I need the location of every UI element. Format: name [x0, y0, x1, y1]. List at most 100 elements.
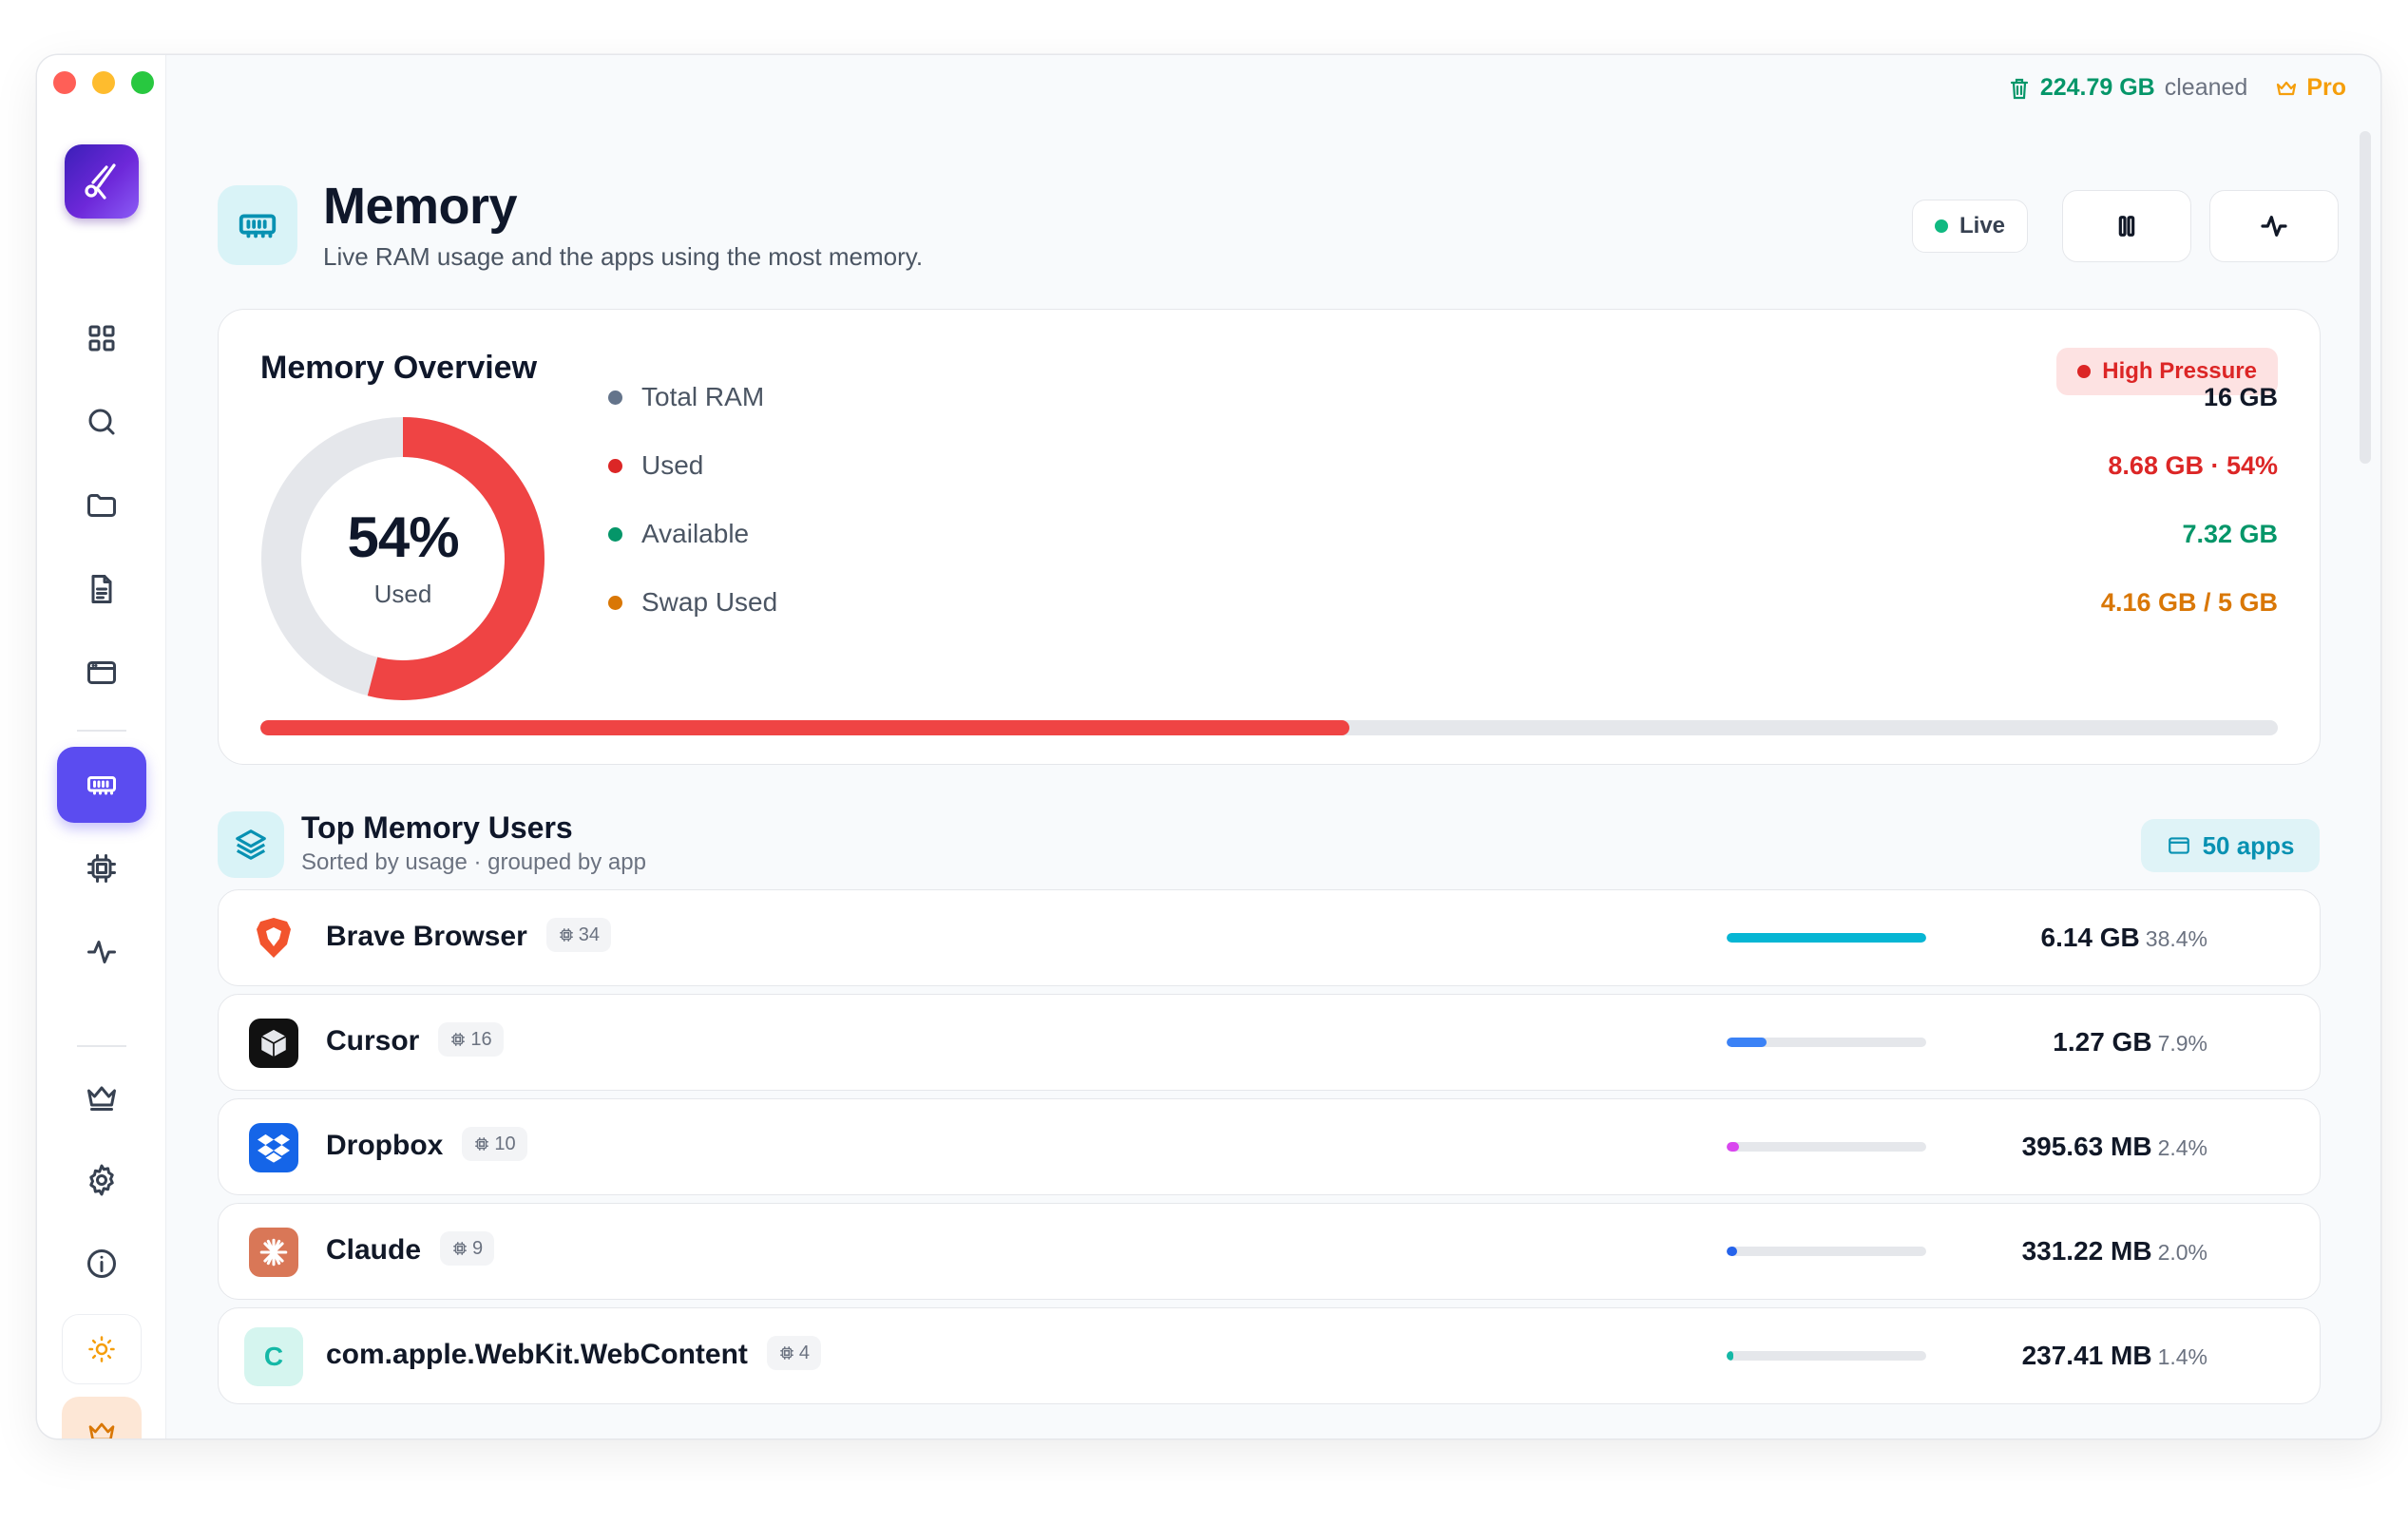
section-title: Top Memory Users — [301, 810, 573, 845]
cpu-icon — [86, 854, 116, 883]
app-name-label: Cursor — [326, 1025, 420, 1057]
apps-count-badge[interactable]: 50 apps — [2141, 819, 2320, 872]
usage-bar-fill — [1727, 1142, 1739, 1152]
activity-icon — [86, 941, 116, 963]
memory-usage-fill — [260, 720, 1350, 735]
donut-label: Used — [373, 579, 432, 608]
grid-icon — [88, 325, 114, 352]
search-icon — [88, 409, 114, 435]
memory-percent: 2.4% — [2157, 1135, 2207, 1160]
sidebar-item-dashboard[interactable] — [57, 300, 146, 376]
cursor-icon — [249, 1019, 298, 1068]
pause-icon — [2118, 216, 2135, 237]
overview-title: Memory Overview — [260, 350, 538, 386]
memory-header-icon — [218, 185, 297, 265]
memory-user-row[interactable]: Dropbox 10 395.63 MB 2.4% — [218, 1098, 2321, 1195]
stat-swap-used: Swap Used 4.16 GB / 5 GB — [608, 583, 2278, 621]
pro-label: Pro — [2306, 74, 2346, 101]
cpu-icon — [475, 1137, 489, 1151]
stat-dot — [608, 458, 622, 473]
cpu-icon — [560, 928, 573, 942]
stat-value: 7.32 GB — [2182, 519, 2278, 548]
memory-size: 395.63 MB 2.4% — [2022, 1132, 2207, 1162]
app-name-label: Dropbox — [326, 1130, 444, 1161]
stat-dot — [608, 390, 622, 405]
sidebar-item-files[interactable] — [57, 467, 146, 543]
sidebar-item-activity[interactable] — [57, 914, 146, 990]
stat-label: Available — [641, 519, 750, 548]
memory-icon — [239, 214, 277, 238]
activity-icon — [2261, 216, 2287, 237]
usage-bar-fill — [1727, 933, 1926, 943]
stat-total-ram: Total RAM 16 GB — [608, 378, 2278, 416]
memory-size-value: 395.63 MB — [2021, 1132, 2152, 1161]
sidebar-item-premium[interactable] — [57, 1058, 146, 1134]
minimize-window-button[interactable] — [92, 71, 115, 94]
stat-used: Used 8.68 GB · 54% — [608, 447, 2278, 485]
cleaned-summary: 224.79 GB cleaned — [2008, 74, 2247, 102]
pressure-label: High Pressure — [2102, 358, 2257, 384]
crown-icon — [2277, 81, 2297, 95]
sidebar-item-about[interactable] — [57, 1226, 146, 1302]
stat-label: Used — [641, 450, 704, 480]
memory-percent: 7.9% — [2157, 1031, 2207, 1056]
window-controls — [53, 71, 154, 94]
sidebar-item-search[interactable] — [57, 384, 146, 460]
app-logo-icon[interactable] — [65, 144, 139, 219]
gear-icon — [88, 1164, 114, 1196]
close-window-button[interactable] — [53, 71, 76, 94]
app-name: Claude 9 — [326, 1231, 495, 1268]
memory-user-row[interactable]: Cursor 16 1.27 GB 7.9% — [218, 994, 2321, 1091]
pressure-badge: High Pressure — [2056, 348, 2278, 395]
pause-button[interactable] — [2062, 190, 2191, 262]
theme-toggle-button[interactable] — [61, 1314, 142, 1384]
sidebar-item-memory[interactable] — [56, 747, 146, 823]
app-name-label: com.apple.WebKit.WebContent — [326, 1339, 748, 1370]
memory-user-row[interactable]: Claude 9 331.22 MB 2.0% — [218, 1203, 2321, 1300]
scrollbar[interactable] — [2360, 131, 2371, 464]
zoom-window-button[interactable] — [131, 71, 154, 94]
crown-icon — [86, 1086, 116, 1111]
sidebar-item-apps[interactable] — [57, 635, 146, 711]
crown-icon — [88, 1422, 114, 1438]
process-count: 4 — [798, 1342, 811, 1363]
process-count: 16 — [470, 1028, 492, 1050]
sidebar-divider — [77, 1045, 126, 1047]
usage-bar — [1727, 933, 1926, 943]
memory-percent: 38.4% — [2145, 926, 2207, 951]
stat-value: 16 GB — [2203, 382, 2278, 411]
pro-badge[interactable]: Pro — [2274, 74, 2346, 102]
process-count-badge: 16 — [438, 1022, 504, 1057]
upgrade-pro-button[interactable] — [61, 1397, 142, 1438]
usage-bar — [1727, 1142, 1926, 1152]
document-icon — [91, 575, 111, 603]
window-icon — [2168, 837, 2189, 854]
memory-size: 6.14 GB 38.4% — [2041, 923, 2208, 953]
donut-used-arc — [261, 417, 545, 700]
usage-bar-fill — [1727, 1038, 1767, 1047]
activity-monitor-button[interactable] — [2209, 190, 2339, 262]
sidebar-item-settings[interactable] — [57, 1142, 146, 1218]
sun-icon — [87, 1336, 115, 1362]
sidebar-item-documents[interactable] — [57, 551, 146, 627]
section-subtitle: Sorted by usage · grouped by app — [301, 849, 646, 875]
memory-size: 237.41 MB 1.4% — [2022, 1341, 2207, 1371]
sidebar — [37, 55, 166, 1438]
stat-label: Swap Used — [641, 587, 778, 617]
usage-bar-fill — [1727, 1247, 1737, 1256]
usage-bar — [1727, 1247, 1926, 1256]
memory-user-row[interactable]: Brave Browser 34 6.14 GB 38.4% — [218, 889, 2321, 986]
process-count-badge: 10 — [462, 1127, 527, 1162]
page-title: Memory — [323, 178, 518, 235]
process-count-badge: 4 — [766, 1336, 822, 1371]
stat-value: 8.68 GB · 54% — [2108, 450, 2278, 480]
app-name-label: Brave Browser — [326, 921, 527, 952]
stat-value: 4.16 GB / 5 GB — [2100, 587, 2278, 617]
sidebar-item-cpu[interactable] — [57, 830, 146, 906]
memory-icon — [86, 776, 116, 795]
live-dot — [1934, 219, 1948, 233]
process-count: 34 — [578, 924, 601, 945]
claude-icon — [249, 1228, 298, 1277]
stat-dot — [608, 526, 622, 542]
